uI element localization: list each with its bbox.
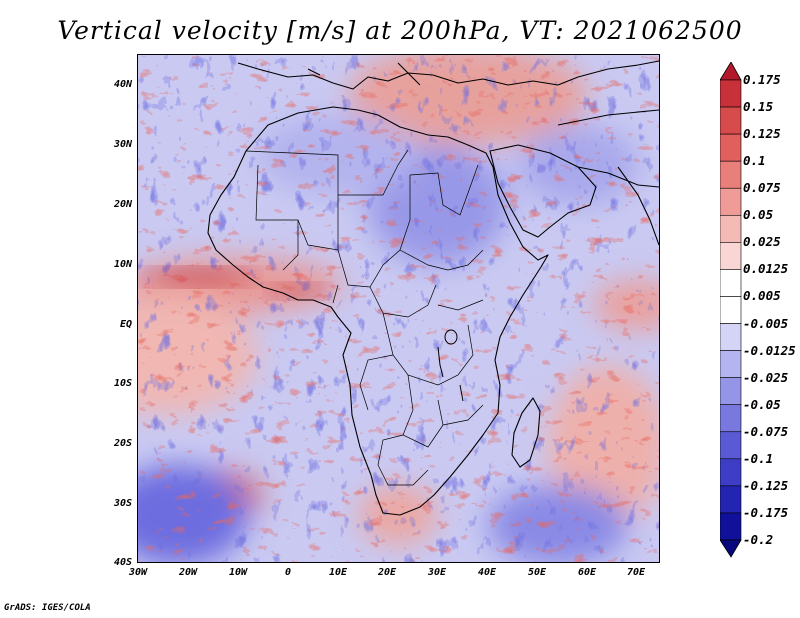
lat-tick-label: 20N: [113, 199, 132, 210]
lakes: [437, 329, 464, 402]
colorbar-tick-label: -0.0125: [743, 342, 796, 358]
chart-title: Vertical velocity [m/s] at 200hPa, VT: 2…: [57, 16, 743, 45]
colorbar-bin: [720, 512, 742, 541]
lon-tick-label: 10E: [328, 567, 348, 578]
colorbar-bin: [720, 431, 742, 460]
lat-tick-label: 30N: [113, 139, 132, 150]
colorbar-bin: [720, 323, 742, 351]
colorbar-bin: [720, 79, 742, 108]
colorbar-tick-label: 0.1: [743, 153, 766, 169]
lat-tick-label: 20S: [113, 438, 132, 449]
colorbar-tick-label: 0.005: [743, 288, 781, 304]
lat-tick-label: 40N: [113, 79, 132, 90]
colorbar-tick-label: -0.005: [743, 315, 789, 331]
colorbar: [720, 62, 742, 558]
colorbar-extend-min: [720, 539, 742, 558]
colorbar-bin: [720, 106, 742, 135]
colorbar-tick-label: 0.05: [743, 207, 774, 223]
colorbar-tick-label: 0.075: [743, 180, 781, 196]
colorbar-bin: [720, 242, 742, 270]
colorbar-bin: [720, 160, 742, 189]
colorbar-tick-label: 0.15: [743, 99, 774, 115]
colorbar-tick-label: -0.1: [743, 450, 774, 466]
colorbar-tick-label: -0.075: [743, 423, 789, 439]
lon-tick-label: 50E: [527, 567, 547, 578]
map-panel: [137, 54, 660, 563]
colorbar-tick-label: -0.05: [743, 396, 781, 412]
itcz-ascent-band: [143, 267, 328, 299]
rising-noise: [138, 55, 659, 562]
lon-tick-label: 10W: [228, 567, 248, 578]
colorbar-bin: [720, 214, 742, 243]
footer-credit: GrADS: IGES/COLA: [4, 603, 91, 613]
colorbar-tick-label: 0.0125: [743, 261, 789, 277]
colorbar-bin: [720, 269, 742, 297]
colorbar-bin: [720, 133, 742, 162]
colorbar-bin: [720, 296, 742, 324]
lon-tick-label: 30W: [128, 567, 148, 578]
colorbar-bin: [720, 458, 742, 487]
colorbar-tick-label: -0.175: [743, 504, 789, 520]
lon-tick-label: 20W: [178, 567, 198, 578]
lon-tick-label: 20E: [377, 567, 397, 578]
lat-tick-label: 30S: [113, 498, 132, 509]
lon-tick-label: 0: [284, 567, 292, 578]
lat-tick-label: 10S: [113, 378, 132, 389]
lat-tick-label: 10N: [113, 259, 132, 270]
colorbar-tick-label: -0.125: [743, 477, 789, 493]
colorbar-bin: [720, 187, 742, 216]
lat-tick-label: 40S: [113, 557, 132, 568]
lon-tick-label: 30E: [427, 567, 447, 578]
lat-tick-label: EQ: [119, 319, 132, 330]
colorbar-extend-max: [720, 62, 742, 81]
colorbar-bin: [720, 377, 742, 406]
colorbar-bin: [720, 485, 742, 514]
velocity-field-map: [138, 55, 659, 562]
colorbar-bin: [720, 404, 742, 433]
lon-tick-label: 60E: [577, 567, 597, 578]
colorbar-tick-label: -0.025: [743, 369, 789, 385]
colorbar-tick-label: 0.175: [743, 72, 781, 87]
colorbar-tick-label: 0.025: [743, 234, 781, 250]
country-borders: [245, 149, 484, 486]
colorbar-tick-label: -0.2: [743, 532, 774, 547]
colorbar-bin: [720, 350, 742, 378]
colorbar-tick-label: 0.125: [743, 126, 781, 142]
lon-tick-label: 40E: [477, 567, 497, 578]
lon-tick-label: 70E: [626, 567, 646, 578]
coastlines: [207, 60, 659, 516]
